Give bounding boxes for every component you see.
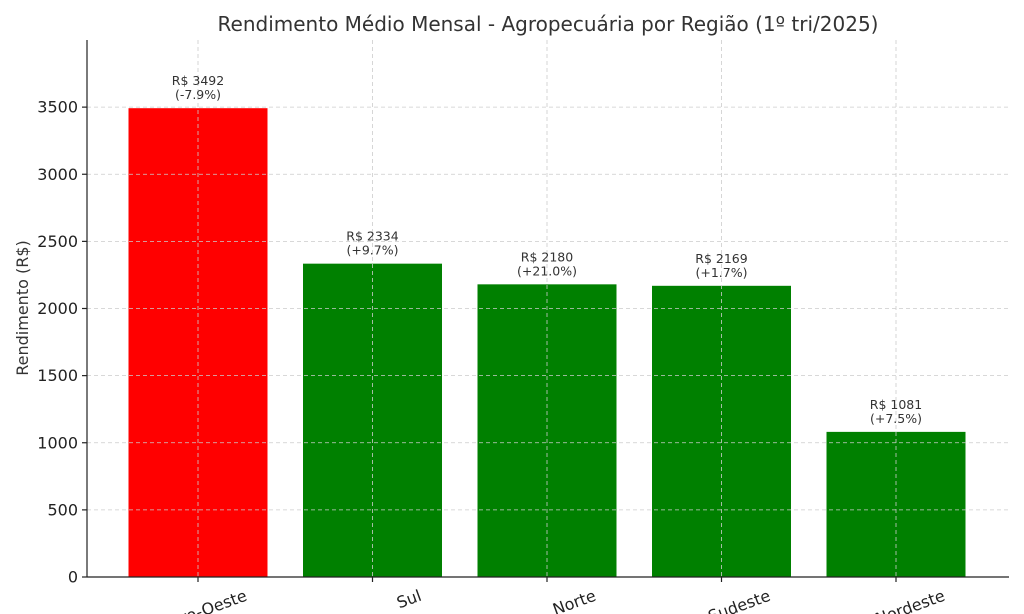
x-tick-label-0: Centro-Oeste <box>142 586 249 614</box>
x-tick-label-4: Nordeste <box>873 586 948 614</box>
value-label-4: R$ 1081 <box>870 397 922 412</box>
x-tick-label-1: Sul <box>394 586 424 612</box>
x-tick-label-2: Norte <box>550 586 598 614</box>
x-tick-label-3: Sudeste <box>706 586 773 614</box>
value-label-3: R$ 2169 <box>695 251 747 266</box>
change-label-4: (+7.5%) <box>870 411 922 426</box>
y-tick-label-4: 2000 <box>37 299 78 318</box>
y-tick-label-1: 500 <box>47 500 78 519</box>
bar-2 <box>477 284 617 577</box>
change-label-3: (+1.7%) <box>696 265 748 280</box>
value-label-1: R$ 2334 <box>346 229 398 244</box>
change-label-1: (+9.7%) <box>347 243 399 258</box>
chart-title: Rendimento Médio Mensal - Agropecuária p… <box>218 12 879 36</box>
y-tick-label-6: 3000 <box>37 165 78 184</box>
grid-layer <box>87 40 1009 577</box>
change-label-0: (-7.9%) <box>175 87 221 102</box>
value-label-0: R$ 3492 <box>172 73 224 88</box>
y-tick-label-0: 0 <box>68 568 78 587</box>
value-label-2: R$ 2180 <box>521 249 573 264</box>
change-label-2: (+21.0%) <box>517 263 577 278</box>
y-tick-label-5: 2500 <box>37 232 78 251</box>
axes-layer <box>82 40 1009 582</box>
y-tick-label-7: 3500 <box>37 98 78 117</box>
y-tick-label-2: 1000 <box>37 433 78 452</box>
y-axis-label: Rendimento (R$) <box>13 240 32 375</box>
y-tick-label-3: 1500 <box>37 366 78 385</box>
